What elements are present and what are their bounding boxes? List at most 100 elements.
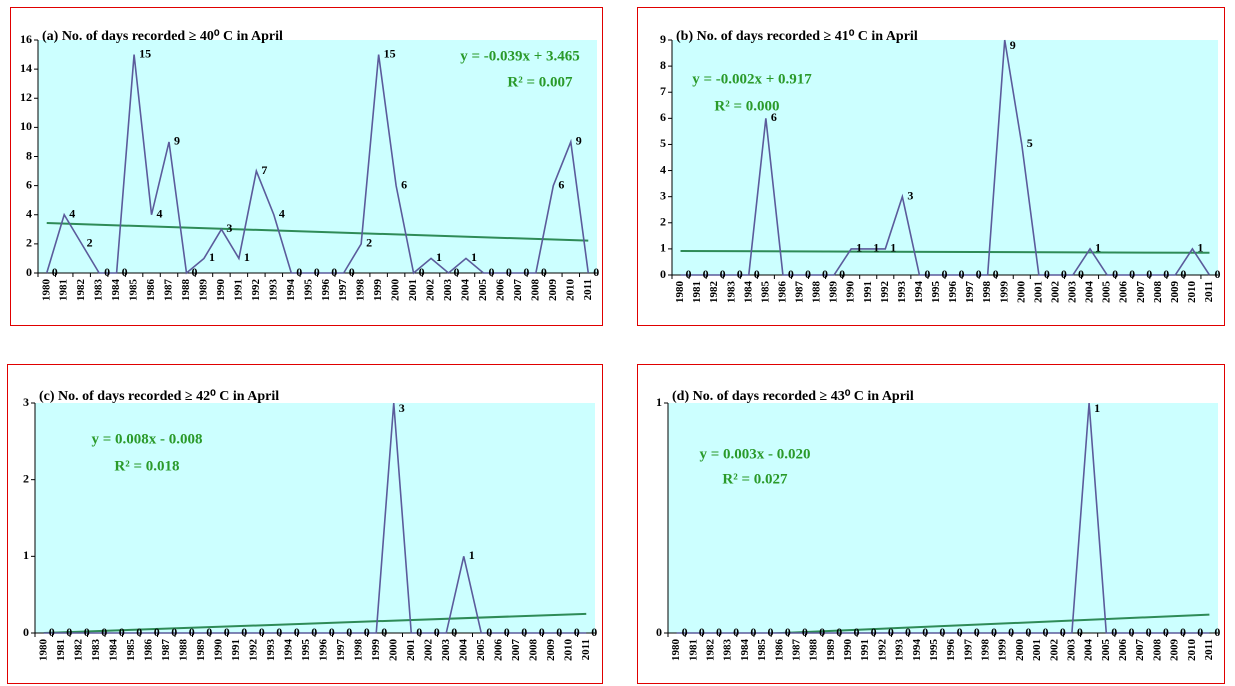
data-label: 0	[434, 625, 440, 639]
data-label: 1	[244, 250, 250, 264]
data-label: 0	[1060, 625, 1066, 639]
data-label: 0	[329, 625, 335, 639]
x-tick-label: 1988	[808, 639, 820, 662]
chart-panel: 0 1 1980 1981 1982 1983 1984 1985 1986 1987 1988 19…	[637, 364, 1225, 684]
x-tick-label: 1991	[859, 639, 871, 661]
x-tick-label: 1983	[93, 279, 105, 302]
data-label: 1	[471, 250, 477, 264]
data-label: 0	[593, 265, 599, 279]
trendline	[46, 222, 589, 242]
data-label: 0	[381, 625, 387, 639]
data-label: 0	[136, 625, 142, 639]
y-tick-label: 0	[660, 267, 666, 281]
x-tick-label: 1991	[230, 639, 242, 661]
data-label: 15	[139, 46, 151, 60]
data-label: 0	[1078, 267, 1084, 281]
data-label: 15	[384, 46, 396, 60]
data-label: 2	[87, 236, 93, 250]
data-label: 0	[66, 625, 72, 639]
x-tick-label: 2008	[527, 639, 539, 662]
data-label: 1	[469, 548, 475, 562]
data-label: 0	[346, 625, 352, 639]
x-tick-label: 1992	[876, 639, 888, 662]
data-label: 0	[504, 625, 510, 639]
x-tick-label: 1990	[215, 279, 227, 302]
data-label: 1	[873, 241, 879, 255]
x-tick-label: 1994	[282, 639, 294, 662]
data-label: 2	[366, 236, 372, 250]
data-label: 0	[506, 265, 512, 279]
x-tick-label: 1994	[285, 279, 297, 302]
data-label: 0	[1163, 267, 1169, 281]
chart-title: (a) No. of days recorded ≥ 40⁰ C in Apri…	[42, 29, 283, 44]
data-label: 0	[486, 625, 492, 639]
data-label: 0	[171, 625, 177, 639]
x-tick-label: 2007	[1135, 281, 1147, 304]
x-tick-label: 2010	[564, 279, 576, 302]
y-tick-label: 2	[26, 236, 32, 250]
data-label: 6	[771, 110, 777, 124]
data-label: 0	[922, 625, 928, 639]
data-label: 0	[276, 625, 282, 639]
data-label: 0	[1129, 267, 1135, 281]
data-label: 0	[331, 265, 337, 279]
plot-area	[38, 40, 597, 273]
x-tick-label: 1993	[265, 639, 277, 662]
x-tick-label: 2005	[1101, 281, 1113, 304]
y-tick-label: 8	[660, 58, 666, 72]
x-tick-label: 2003	[1065, 639, 1077, 662]
x-tick-label: 1990	[845, 281, 857, 304]
x-tick-label: 1995	[930, 281, 942, 304]
x-tick-label: 1992	[879, 281, 891, 304]
data-label: 0	[682, 625, 688, 639]
data-label: 0	[154, 625, 160, 639]
data-label: 0	[905, 625, 911, 639]
chart-title: (b) No. of days recorded ≥ 41⁰ C in Apri…	[676, 29, 918, 44]
x-tick-label: 1988	[180, 279, 192, 302]
x-tick-label: 1999	[370, 639, 382, 662]
data-label: 0	[294, 625, 300, 639]
y-tick-label: 14	[20, 61, 32, 75]
x-tick-label: 1998	[980, 639, 992, 662]
x-tick-label: 2006	[492, 639, 504, 662]
x-tick-label: 1999	[372, 279, 384, 302]
data-label: 0	[556, 625, 562, 639]
x-tick-label: 1993	[267, 279, 279, 302]
x-tick-label: 1986	[142, 639, 154, 662]
x-tick-label: 2009	[1169, 639, 1181, 662]
data-label: 0	[720, 267, 726, 281]
data-label: 9	[576, 134, 582, 148]
data-label: 0	[939, 625, 945, 639]
x-tick-label: 1986	[145, 279, 157, 302]
data-label: 0	[314, 265, 320, 279]
data-label: 0	[454, 265, 460, 279]
data-label: 0	[941, 267, 947, 281]
data-label: 9	[174, 134, 180, 148]
x-tick-label: 1984	[739, 639, 751, 662]
data-label: 0	[993, 267, 999, 281]
x-tick-label: 1982	[708, 281, 720, 304]
data-label: 0	[959, 267, 965, 281]
x-tick-label: 1983	[725, 281, 737, 304]
x-tick-label: 1991	[862, 281, 874, 303]
x-tick-label: 1987	[794, 281, 806, 304]
data-label: 4	[279, 207, 285, 221]
data-label: 6	[401, 177, 407, 191]
data-label: 6	[558, 177, 564, 191]
x-tick-label: 2010	[562, 639, 574, 662]
x-tick-label: 2011	[1203, 281, 1215, 302]
data-label: 0	[224, 625, 230, 639]
data-label: 0	[1008, 625, 1014, 639]
x-tick-label: 1985	[125, 639, 137, 662]
x-tick-label: 2008	[1152, 281, 1164, 304]
x-tick-label: 1991	[232, 279, 244, 301]
series-line	[676, 402, 1210, 634]
data-label: 0	[839, 267, 845, 281]
x-tick-label: 1982	[705, 639, 717, 662]
x-tick-label: 1984	[110, 279, 122, 302]
x-tick-label: 2006	[494, 279, 506, 302]
x-tick-label: 2000	[1015, 281, 1027, 304]
x-tick-label: 2004	[1084, 281, 1096, 304]
